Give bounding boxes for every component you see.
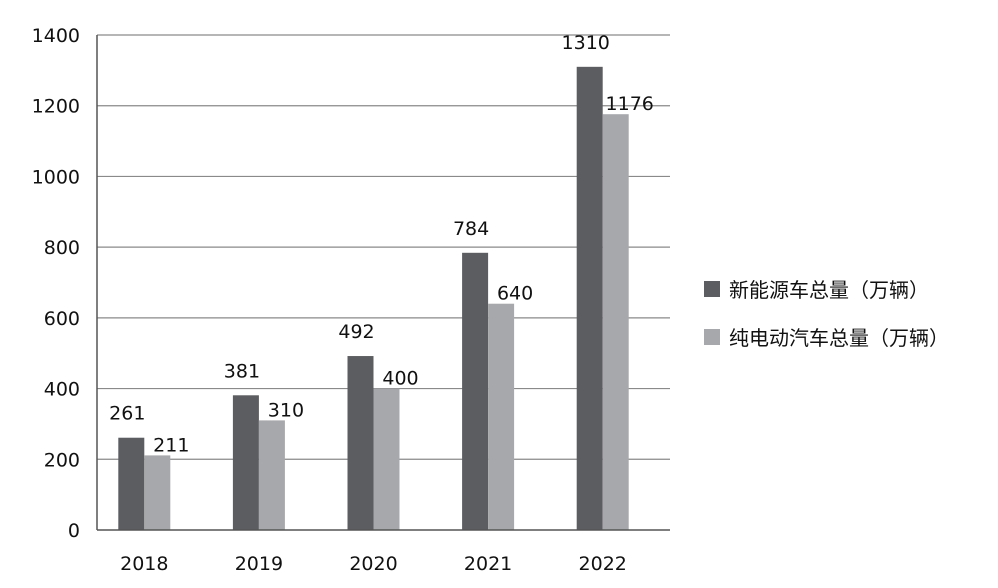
y-tick-label-1000: 1000 bbox=[32, 166, 80, 188]
bar-bev-2019 bbox=[258, 420, 285, 530]
data-label-nev-2021: 784 bbox=[453, 218, 489, 240]
bar-bev-2021 bbox=[488, 303, 515, 530]
data-label-bev-2019: 310 bbox=[268, 399, 304, 421]
y-tick-label-0: 0 bbox=[68, 520, 80, 542]
y-tick-label-200: 200 bbox=[44, 449, 80, 471]
legend-swatch-bev bbox=[704, 329, 720, 345]
bars bbox=[118, 66, 629, 531]
data-label-nev-2020: 492 bbox=[338, 321, 374, 343]
y-tick-label-1200: 1200 bbox=[32, 96, 80, 118]
y-tick-label-800: 800 bbox=[44, 237, 80, 259]
data-label-bev-2018: 211 bbox=[153, 434, 189, 456]
data-label-bev-2022: 1176 bbox=[606, 93, 654, 115]
bar-bev-2018 bbox=[144, 455, 171, 530]
legend-swatch-nev bbox=[704, 281, 720, 297]
bar-nev-2020 bbox=[347, 356, 374, 530]
x-tick-label-2022: 2022 bbox=[579, 553, 627, 575]
x-tick-label-2021: 2021 bbox=[464, 553, 512, 575]
data-label-nev-2022: 1310 bbox=[562, 32, 610, 54]
bar-bev-2022 bbox=[602, 114, 629, 530]
y-tick-label-600: 600 bbox=[44, 308, 80, 330]
bar-nev-2022 bbox=[576, 66, 603, 531]
bar-nev-2019 bbox=[232, 395, 259, 530]
y-tick-label-1400: 1400 bbox=[32, 25, 80, 47]
legend-label-bev: 纯电动汽车总量（万辆） bbox=[729, 326, 949, 350]
x-tick-label-2019: 2019 bbox=[235, 553, 283, 575]
bar-nev-2021 bbox=[462, 252, 489, 531]
legend-label-nev: 新能源车总量（万辆） bbox=[729, 278, 929, 302]
y-tick-label-400: 400 bbox=[44, 379, 80, 401]
x-axis-tick-labels: 2018 2019 2020 2021 2022 bbox=[120, 553, 627, 575]
x-tick-label-2020: 2020 bbox=[349, 553, 397, 575]
data-label-nev-2019: 381 bbox=[224, 360, 260, 382]
data-label-bev-2020: 400 bbox=[382, 368, 418, 390]
y-axis-tick-labels: 0 200 400 600 800 1000 1200 1400 bbox=[32, 25, 80, 542]
x-tick-label-2018: 2018 bbox=[120, 553, 168, 575]
legend: 新能源车总量（万辆） 纯电动汽车总量（万辆） bbox=[704, 278, 949, 350]
data-labels: 261 211 381 310 492 400 784 640 1310 1176 bbox=[109, 32, 654, 457]
bar-nev-2018 bbox=[118, 437, 145, 530]
bar-bev-2020 bbox=[373, 388, 400, 530]
gridlines bbox=[97, 34, 670, 460]
data-label-nev-2018: 261 bbox=[109, 403, 145, 425]
data-label-bev-2021: 640 bbox=[497, 283, 533, 305]
